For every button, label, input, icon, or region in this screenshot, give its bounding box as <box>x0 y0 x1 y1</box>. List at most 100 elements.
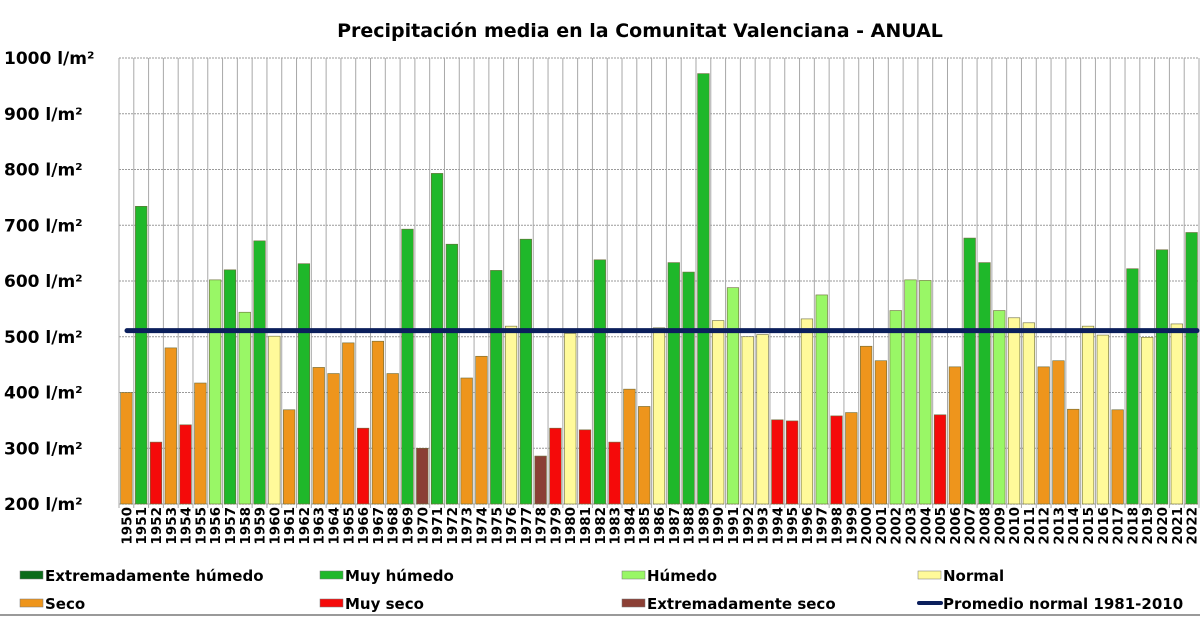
bar-1953 <box>164 347 177 505</box>
x-tick-label: 1981 <box>578 507 594 545</box>
bar-2013 <box>1052 360 1065 505</box>
x-tick-label: 2005 <box>933 507 949 545</box>
x-tick-label: 1992 <box>741 507 757 545</box>
bar-1994 <box>771 419 784 505</box>
x-tick-label: 1983 <box>608 507 624 545</box>
bar-2017 <box>1111 409 1124 505</box>
x-tick-label: 2018 <box>1125 507 1141 545</box>
bar-1974 <box>475 355 488 505</box>
bar-1987 <box>667 262 680 505</box>
legend-label: Extremadamente seco <box>647 595 836 613</box>
y-tick-label: 600 l/m² <box>4 272 83 292</box>
x-tick-label: 2006 <box>948 507 964 545</box>
bar-2010 <box>1007 317 1021 505</box>
x-tick-label: 1953 <box>164 507 180 545</box>
bar-1969 <box>401 228 414 505</box>
bar-2005 <box>933 414 947 505</box>
x-tick-label: 1987 <box>667 507 683 545</box>
bar-1971 <box>430 173 444 505</box>
x-tick-label: 2001 <box>874 507 890 545</box>
x-tick-label: 1955 <box>193 507 209 545</box>
bar-1965 <box>342 342 355 505</box>
bar-2021 <box>1170 323 1183 505</box>
bar-1989 <box>697 73 710 505</box>
x-tick-label: 1970 <box>415 507 431 545</box>
x-tick-label: 1997 <box>815 507 831 545</box>
x-tick-label: 1952 <box>149 507 165 545</box>
x-tick-label: 2004 <box>918 507 934 545</box>
bar-2012 <box>1037 366 1050 505</box>
bar-1976 <box>504 325 518 505</box>
x-tick-label: 1973 <box>460 507 476 545</box>
bar-2007 <box>963 237 976 505</box>
x-tick-label: 1956 <box>208 507 224 545</box>
bar-1990 <box>712 320 725 505</box>
bar-2008 <box>978 262 991 505</box>
bar-1966 <box>357 427 370 505</box>
x-tick-label: 2003 <box>904 507 920 545</box>
x-tick-label: 1968 <box>386 507 402 545</box>
bar-1962 <box>297 263 311 505</box>
bar-1996 <box>800 318 814 505</box>
legend-swatch <box>917 570 942 580</box>
bar-1988 <box>682 271 695 505</box>
bar-1956 <box>209 279 222 505</box>
bar-1980 <box>564 333 577 505</box>
bar-2014 <box>1067 408 1080 505</box>
bar-1963 <box>312 367 325 505</box>
legend-label: Seco <box>45 595 85 613</box>
bar-1979 <box>549 427 562 505</box>
bar-2004 <box>919 280 932 505</box>
x-tick-label: 1993 <box>756 507 772 545</box>
bar-1984 <box>623 388 636 505</box>
bar-2020 <box>1155 249 1169 505</box>
x-tick-label: 2014 <box>1066 507 1082 545</box>
bar-1993 <box>756 334 769 505</box>
x-tick-label: 1986 <box>652 507 668 545</box>
bar-2015 <box>1081 325 1095 505</box>
x-tick-label: 2011 <box>1022 507 1038 545</box>
x-tick-label: 1957 <box>223 507 239 545</box>
x-tick-label: 1961 <box>282 507 298 545</box>
x-tick-label: 1950 <box>119 507 135 545</box>
legend-swatch <box>319 570 344 580</box>
legend-label: Extremadamente húmedo <box>45 567 264 585</box>
bar-1991 <box>726 287 740 505</box>
x-tick-label: 2000 <box>859 507 875 545</box>
bar-1975 <box>490 270 503 505</box>
legend-swatch <box>19 598 44 608</box>
x-tick-label: 2013 <box>1051 507 1067 545</box>
bar-1959 <box>253 240 266 505</box>
bar-1955 <box>194 382 207 505</box>
bar-1985 <box>638 406 651 505</box>
bar-1977 <box>519 238 532 505</box>
legend-swatch <box>621 598 646 608</box>
x-tick-label: 2007 <box>963 507 979 545</box>
bar-1978 <box>534 455 547 505</box>
x-tick-label: 1999 <box>844 507 860 545</box>
legend-label: Húmedo <box>647 567 717 585</box>
bar-1992 <box>741 336 754 505</box>
y-tick-label: 700 l/m² <box>4 216 83 236</box>
bar-1981 <box>578 429 592 505</box>
x-tick-label: 1965 <box>341 507 357 545</box>
bar-1954 <box>179 424 192 505</box>
bar-1998 <box>830 415 843 505</box>
x-tick-label: 1972 <box>445 507 461 545</box>
bar-2002 <box>889 310 902 505</box>
legend-swatch <box>19 570 44 580</box>
legend-label: Muy seco <box>345 595 424 613</box>
grid <box>118 57 1200 508</box>
bar-1970 <box>416 447 429 505</box>
bar-2011 <box>1022 322 1035 505</box>
legend: Extremadamente húmedo Muy húmedo Húmedo Nor… <box>0 567 1200 616</box>
x-tick-label: 2008 <box>977 507 993 545</box>
bar-1952 <box>149 441 163 505</box>
x-tick-label: 1969 <box>400 507 416 545</box>
legend-swatch <box>319 598 344 608</box>
x-tick-label: 2015 <box>1081 507 1097 545</box>
bar-1997 <box>815 294 828 505</box>
x-tick-label: 1964 <box>327 507 343 545</box>
y-tick-label: 500 l/m² <box>4 328 83 348</box>
x-tick-label: 1971 <box>430 507 446 545</box>
